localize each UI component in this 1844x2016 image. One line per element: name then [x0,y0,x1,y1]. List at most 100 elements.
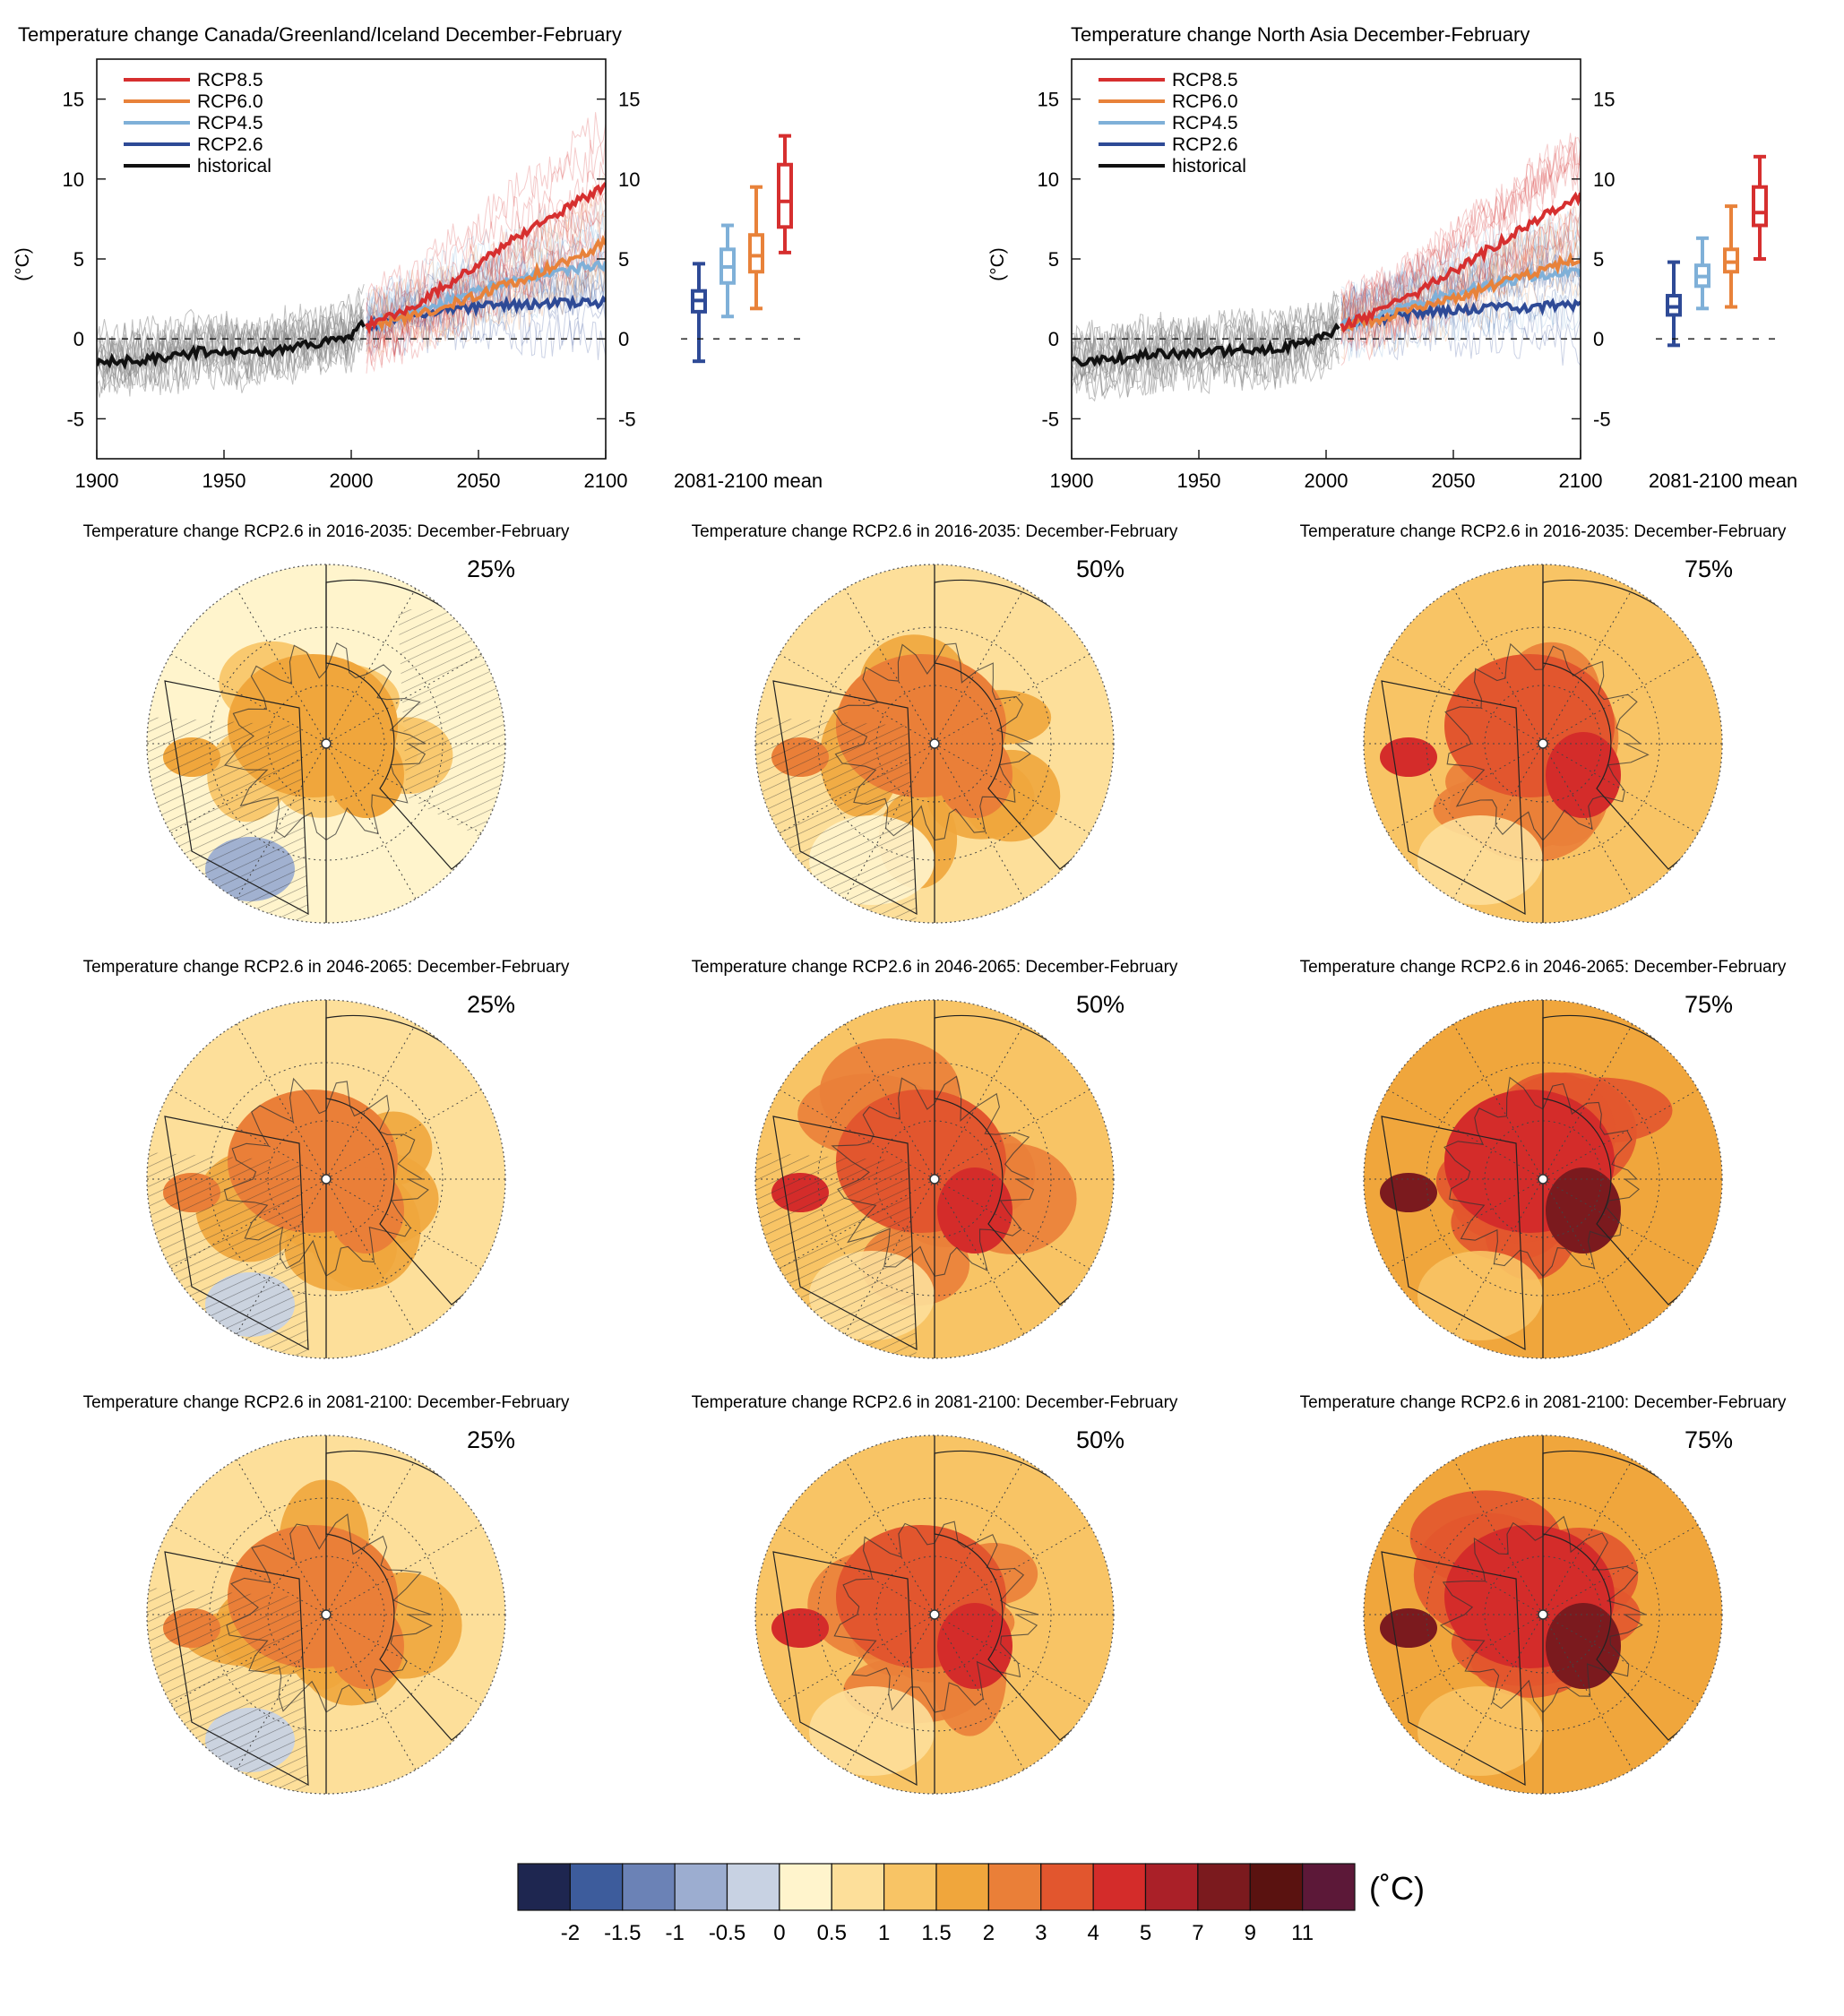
x-tick-label: 2050 [1432,470,1476,492]
map-contour-region [1417,815,1543,905]
map-contour-region [937,1167,1012,1254]
map-contour-region [329,732,404,818]
polar-map [1363,999,1723,1359]
ensemble-member-line [366,255,606,349]
map-title: Temperature change RCP2.6 in 2081-2100: … [692,1393,1178,1412]
polar-map [146,999,506,1359]
colorbar-tick-label: -1 [665,1921,684,1945]
map-latitude-circle [875,1120,994,1238]
map-contour-region [937,732,1012,818]
colorbar-swatch [726,1863,780,1911]
timeseries-panel-canada: 1900 1950 2000 2050 2100 -5 -5 0 0 5 5 10 10 15 15 (°C)… [13,58,823,492]
map-contour-region [1417,1251,1543,1340]
region-outline [772,1551,918,1787]
map-title: Temperature change RCP2.6 in 2081-2100: … [83,1393,570,1412]
map-border [1363,999,1723,1359]
north-pole-marker [1538,1174,1548,1185]
map-contour-region [329,1603,404,1689]
y-tick-label: 10 [1593,168,1615,191]
ensemble-member-line [366,252,606,332]
map-coastline [1443,1076,1640,1278]
region-outline [772,680,918,916]
colorbar-tick-label: 0.5 [817,1921,847,1945]
ensemble-member-line [1340,136,1581,314]
map-contour-region [1380,737,1437,777]
timeseries-panel-north-asia: 1900 1950 2000 2050 2100 -5 -5 0 0 5 5 10 10 15 15 (°C)… [987,58,1797,492]
series-line-rcp60 [365,234,606,332]
ensemble-member-line [366,246,606,342]
ensemble-member-line [366,175,606,321]
map-border [1363,564,1723,924]
ensemble-member-line [1340,147,1581,332]
map-hatching [755,1152,917,1358]
colorbar-swatch [779,1863,832,1911]
series-line-historical [97,318,366,370]
x-tick-label: 1950 [202,470,246,492]
ensemble-member-line [1340,152,1581,337]
region-outline [164,1116,309,1351]
region-outline [164,680,309,916]
x-tick-label: 1900 [1050,470,1094,492]
map-latitude-circle [267,685,385,803]
map-coastline [833,1521,1039,1713]
colorbar-tick-label: 5 [1140,1921,1151,1945]
colorbar-tick-label: 3 [1035,1921,1047,1945]
ensemble-member-line [1072,320,1340,393]
ensemble-member-line [1340,208,1581,351]
colorbar-tick-label: 1 [878,1921,890,1945]
north-pole-marker [321,1609,332,1620]
polar-map [754,1434,1115,1795]
map-title: Temperature change RCP2.6 in 2046-2065: … [83,958,570,977]
map-contour-region [1380,1608,1437,1648]
map-contour-region [1546,732,1621,818]
polar-map [754,564,1115,924]
y-tick-label: 15 [1593,89,1615,111]
legend-label: RCP8.5 [197,70,263,90]
north-pole-marker [1538,1609,1548,1620]
ensemble-member-line [1072,334,1340,398]
ensemble-member-line [366,202,606,346]
series-line-rcp60 [1340,251,1581,332]
y-tick-label: -5 [618,408,636,430]
y-tick-label: 10 [63,168,84,191]
ts-title-north-asia: Temperature change North Asia December-F… [1071,23,1529,46]
map-border [754,1434,1115,1795]
legend-label: historical [1172,156,1246,177]
map-percentile-label: 25% [467,1426,515,1453]
y-axis-label: (°C) [13,247,33,281]
map-title: Temperature change RCP2.6 in 2016-2035: … [692,522,1178,541]
ensemble-member-line [1340,142,1581,320]
colorbar-swatch [883,1863,937,1911]
map-latitude-circle [1484,1120,1602,1238]
map-coastline [224,642,427,840]
map-title: Temperature change RCP2.6 in 2016-2035: … [83,522,570,541]
map-contour-region [771,1608,829,1648]
map-latitude-circle [1484,685,1602,803]
polar-map [146,564,506,924]
colorbar: (˚C) -2 -1.5 -1 -0.5 0 0.5 1 1.5 2 3 4 5 7 9 11 [517,1863,1425,1945]
colorbar-swatch [1302,1863,1356,1911]
map-percentile-label: 50% [1076,991,1124,1018]
map-contour-region [809,1686,935,1776]
y-tick-label: 15 [618,89,640,111]
map-contour-region [329,1167,404,1254]
map-coastline [226,1513,433,1713]
ensemble-member-line [366,236,606,337]
map-coastline [831,1075,1035,1277]
map-coastline [223,1077,429,1277]
map-hatching [147,717,308,923]
colorbar-swatch [517,1863,571,1911]
y-tick-label: 5 [618,248,629,271]
map-title: Temperature change RCP2.6 in 2046-2065: … [692,958,1178,977]
colorbar-tick-label: -2 [561,1921,580,1945]
colorbar-tick-label: -1.5 [604,1921,641,1945]
region-outline [1381,1551,1526,1787]
colorbar-tick-label: 2 [983,1921,995,1945]
x-tick-label: 1900 [75,470,119,492]
legend-label: RCP2.6 [1172,134,1238,155]
map-latitude-circle [875,685,994,803]
polar-map [146,1434,506,1795]
series-line-rcp45 [1340,263,1581,332]
series-line-rcp85 [1340,191,1581,333]
